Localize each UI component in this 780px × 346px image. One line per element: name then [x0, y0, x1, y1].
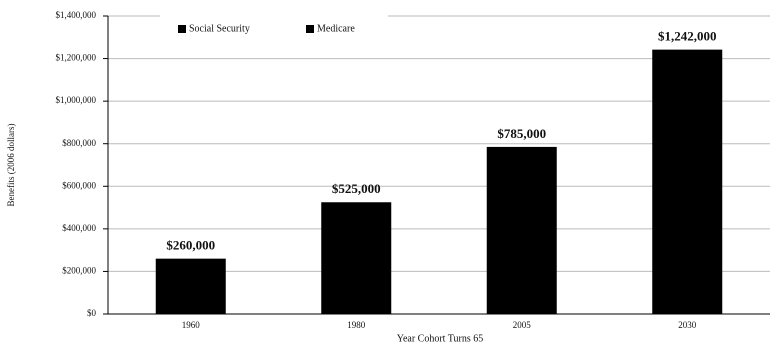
value-label: $525,000 — [332, 181, 381, 196]
legend-label: Social Security — [189, 23, 250, 34]
y-tick-label: $1,400,000 — [56, 10, 97, 20]
bar — [155, 258, 226, 314]
legend-swatch — [178, 25, 186, 33]
value-label: $260,000 — [166, 238, 215, 253]
y-tick-label: $0 — [87, 308, 97, 318]
x-tick-label: 2005 — [513, 320, 532, 330]
y-tick-label: $200,000 — [62, 265, 96, 275]
y-tick-label: $600,000 — [62, 180, 96, 190]
bar — [486, 146, 557, 314]
y-tick-label: $400,000 — [62, 223, 96, 233]
legend-label: Medicare — [317, 23, 355, 34]
x-axis-label: Year Cohort Turns 65 — [397, 333, 484, 344]
value-label: $1,242,000 — [658, 29, 717, 44]
legend-box — [160, 10, 388, 50]
bar — [321, 202, 392, 314]
x-tick-label: 1980 — [347, 320, 366, 330]
legend-swatch — [306, 25, 314, 33]
y-tick-label: $800,000 — [62, 138, 96, 148]
x-tick-label: 2030 — [678, 320, 697, 330]
y-axis-label: Benefits (2006 dollars) — [6, 124, 16, 207]
y-tick-label: $1,000,000 — [56, 95, 97, 105]
value-label: $785,000 — [497, 126, 546, 141]
x-tick-label: 1960 — [182, 320, 201, 330]
bar — [652, 49, 723, 314]
y-tick-label: $1,200,000 — [56, 53, 97, 63]
